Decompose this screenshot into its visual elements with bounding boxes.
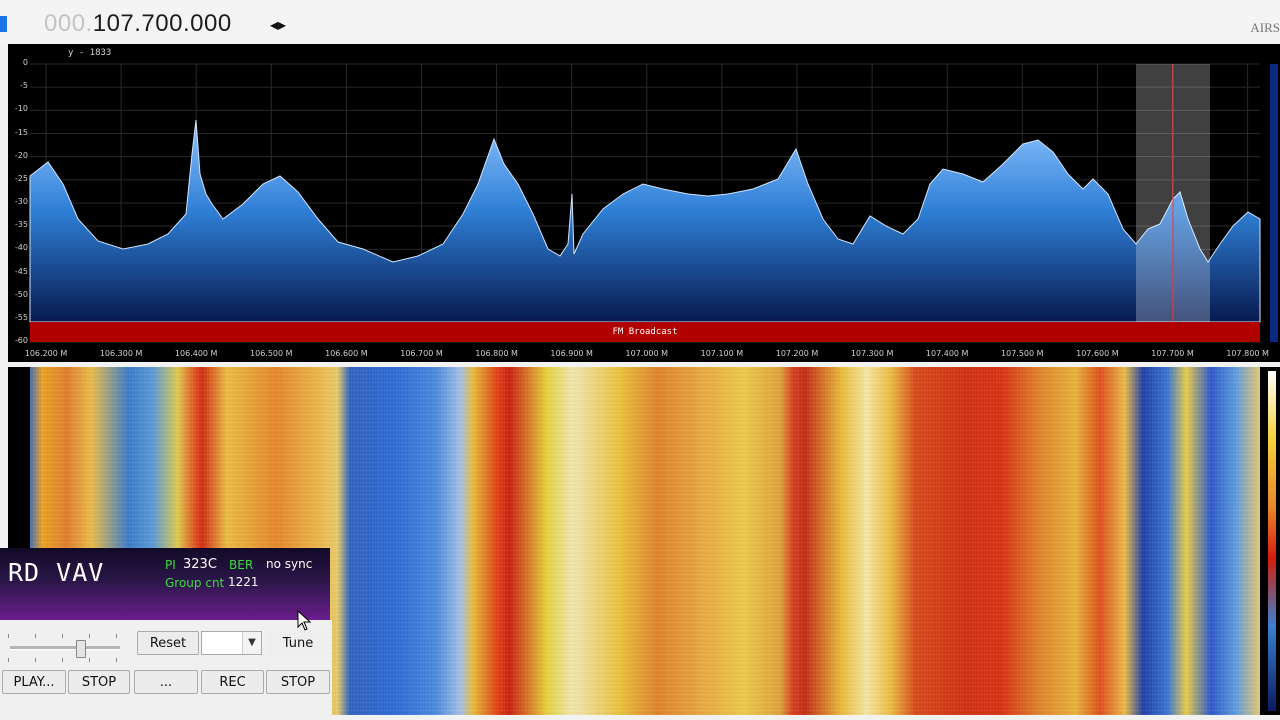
control-panel: Reset ▼ Tune PLAY... STOP ... REC STOP — [0, 620, 332, 720]
slider-ticks-bottom — [8, 658, 124, 662]
x-tick-label: 106.200 M — [24, 349, 68, 358]
rds-ber-label: BER — [229, 558, 254, 572]
play-button[interactable]: PLAY... — [2, 670, 66, 694]
rds-pi-label: PI — [165, 558, 176, 572]
rds-group-count-label: Group cnt — [165, 576, 225, 590]
y-tick-label: -45 — [14, 266, 28, 276]
band-label: FM Broadcast — [612, 327, 678, 337]
tune-button[interactable]: Tune — [268, 631, 328, 655]
x-tick-label: 107.300 M — [850, 349, 894, 358]
rds-group-count-value: 1221 — [228, 575, 259, 589]
waterfall-colorbar — [1268, 371, 1276, 711]
y-tick-label: -10 — [14, 104, 28, 114]
y-tick-label: -60 — [14, 336, 28, 345]
reset-button[interactable]: Reset — [137, 631, 199, 655]
stop-record-button[interactable]: STOP — [266, 670, 330, 694]
cursor-readout: y - 1833 — [68, 48, 112, 58]
x-tick-label: 107.100 M — [700, 349, 744, 358]
frequency-step-arrows-icon[interactable]: ◂▸ — [270, 15, 287, 34]
x-tick-label: 107.500 M — [1001, 349, 1044, 358]
y-tick-label: -35 — [14, 220, 28, 230]
top-bar: 000.107.700.000 ◂▸ AIRS — [0, 0, 1280, 44]
rds-pi-value: 323C — [183, 557, 217, 572]
y-tick-label: -40 — [14, 243, 28, 253]
stop-play-button[interactable]: STOP — [68, 670, 130, 694]
rds-program-service: RD VAV — [8, 558, 105, 587]
blue-tab-indicator — [0, 16, 7, 32]
x-tick-label: 106.800 M — [475, 349, 518, 358]
browse-button[interactable]: ... — [134, 670, 198, 694]
x-tick-label: 107.000 M — [625, 349, 669, 358]
brand-logo: AIRS — [1250, 20, 1280, 35]
slider-ticks-top — [8, 634, 124, 638]
spectrum-plot[interactable] — [8, 44, 1280, 362]
rds-sync-status: no sync — [266, 557, 313, 571]
spectrum-display[interactable]: y - 1833 0 -5 -10 -15 -20 -25 -30 -35 -40 -45 -50 -… — [8, 44, 1280, 362]
frequency-leading-digits[interactable]: 000. — [44, 10, 93, 37]
x-tick-label: 106.600 M — [325, 349, 368, 358]
volume-slider[interactable] — [8, 632, 124, 664]
chevron-down-icon[interactable]: ▼ — [242, 632, 261, 654]
mode-select[interactable]: ▼ — [201, 631, 262, 655]
slider-track[interactable] — [10, 646, 120, 650]
rds-panel: RD VAV PI 323C BER no sync Group cnt 122… — [0, 548, 330, 620]
y-tick-label: -25 — [14, 173, 28, 183]
x-tick-label: 107.800 M — [1226, 349, 1269, 358]
record-button[interactable]: REC — [201, 670, 264, 694]
y-tick-label: -50 — [14, 289, 28, 299]
frequency-digits[interactable]: 107.700.000 — [92, 10, 232, 37]
x-tick-label: 106.900 M — [550, 349, 593, 358]
x-tick-label: 107.700 M — [1151, 349, 1194, 358]
y-tick-label: -5 — [20, 81, 28, 91]
y-tick-label: 0 — [22, 58, 28, 67]
x-tick-label: 106.500 M — [250, 349, 293, 358]
slider-thumb[interactable] — [76, 640, 86, 658]
mouse-pointer-icon — [297, 610, 312, 631]
x-tick-label: 107.400 M — [925, 349, 969, 358]
x-tick-label: 107.600 M — [1076, 349, 1119, 358]
x-tick-label: 106.300 M — [99, 349, 143, 358]
x-tick-label: 107.200 M — [775, 349, 819, 358]
x-tick-label: 106.400 M — [174, 349, 218, 358]
y-tick-label: -20 — [14, 150, 28, 160]
spectrum-side-bar — [1270, 64, 1278, 342]
x-tick-label: 106.700 M — [400, 349, 443, 358]
fm-broadcast-band-bar — [30, 322, 1260, 342]
y-tick-label: -30 — [14, 197, 28, 206]
frequency-display[interactable]: 000.107.700.000 — [44, 10, 232, 38]
y-tick-label: -55 — [14, 312, 28, 322]
y-tick-label: -15 — [14, 127, 28, 137]
spectrum-trace — [29, 119, 1261, 323]
